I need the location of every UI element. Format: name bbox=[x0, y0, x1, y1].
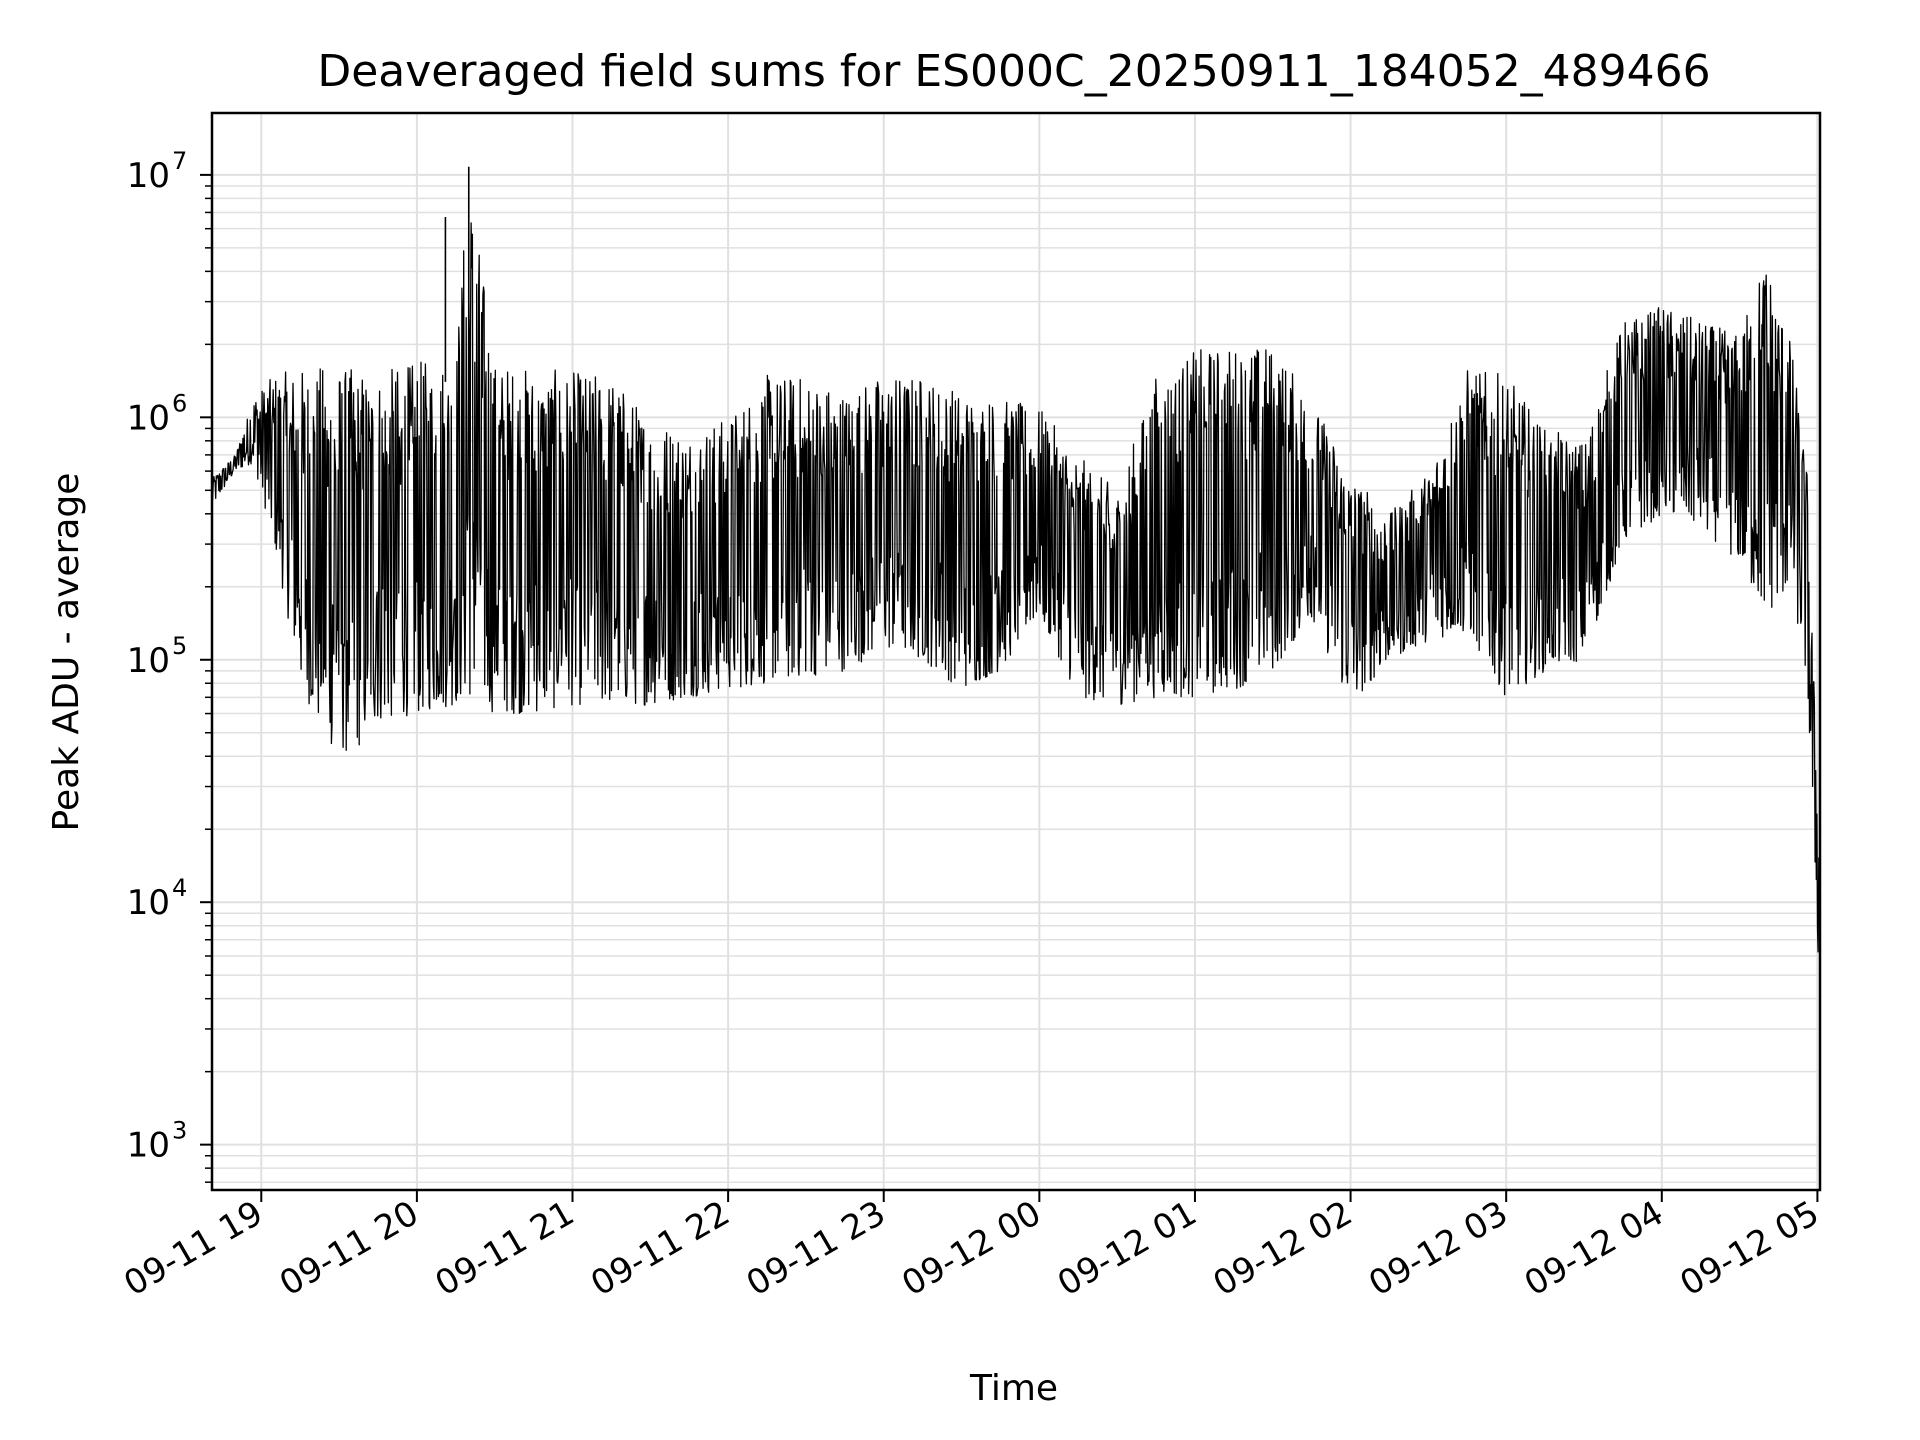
y-tick-exponent: 5 bbox=[172, 632, 187, 660]
y-tick-label: 10 bbox=[127, 641, 170, 681]
axes-frame bbox=[210, 111, 1822, 1192]
plot-area bbox=[211, 166, 1821, 1003]
y-tick-label: 10 bbox=[127, 1126, 170, 1166]
y-tick-exponent: 6 bbox=[172, 389, 187, 417]
x-axis-label: Time bbox=[969, 1368, 1058, 1409]
y-tick-exponent: 4 bbox=[172, 874, 187, 902]
chart-title: Deaveraged field sums for ES000C_2025091… bbox=[317, 46, 1710, 97]
data-series-line bbox=[211, 222, 1821, 1003]
y-tick-label: 10 bbox=[127, 398, 170, 438]
y-axis-label: Peak ADU - average bbox=[46, 473, 87, 832]
y-tick-exponent: 3 bbox=[172, 1117, 187, 1145]
y-tick-label: 10 bbox=[127, 883, 170, 923]
y-tick-exponent: 7 bbox=[172, 147, 187, 175]
y-tick-label: 10 bbox=[127, 156, 170, 196]
grid bbox=[212, 113, 1820, 1190]
